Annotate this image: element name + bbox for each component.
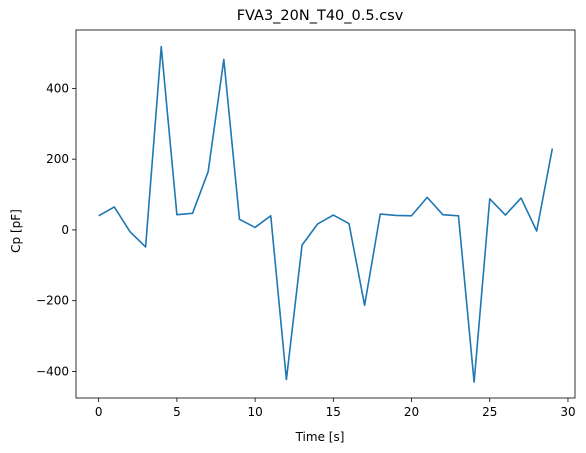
plot-area [75,29,576,399]
y-tick-label: 200 [46,152,69,166]
y-tick-label: −200 [36,294,69,308]
x-tick-label: 5 [173,405,181,419]
y-axis-label: Cp [pF] [9,209,23,253]
x-tick-label: 10 [247,405,262,419]
plot-frame [75,29,576,399]
x-axis-label: Time [s] [295,430,345,444]
x-tick-label: 20 [404,405,419,419]
series-line [98,45,554,383]
y-tick-label: 0 [61,223,69,237]
y-axis: −400 −200 0 200 400 [36,81,76,378]
y-tick-label: −400 [36,364,69,378]
x-axis: 0 5 10 15 20 25 30 [95,398,576,419]
x-tick-label: 25 [482,405,497,419]
y-tick-label: 400 [46,81,69,95]
x-tick-label: 0 [95,405,103,419]
x-tick-label: 30 [560,405,575,419]
x-tick-label: 15 [326,405,341,419]
chart-title: FVA3_20N_T40_0.5.csv [237,8,404,24]
